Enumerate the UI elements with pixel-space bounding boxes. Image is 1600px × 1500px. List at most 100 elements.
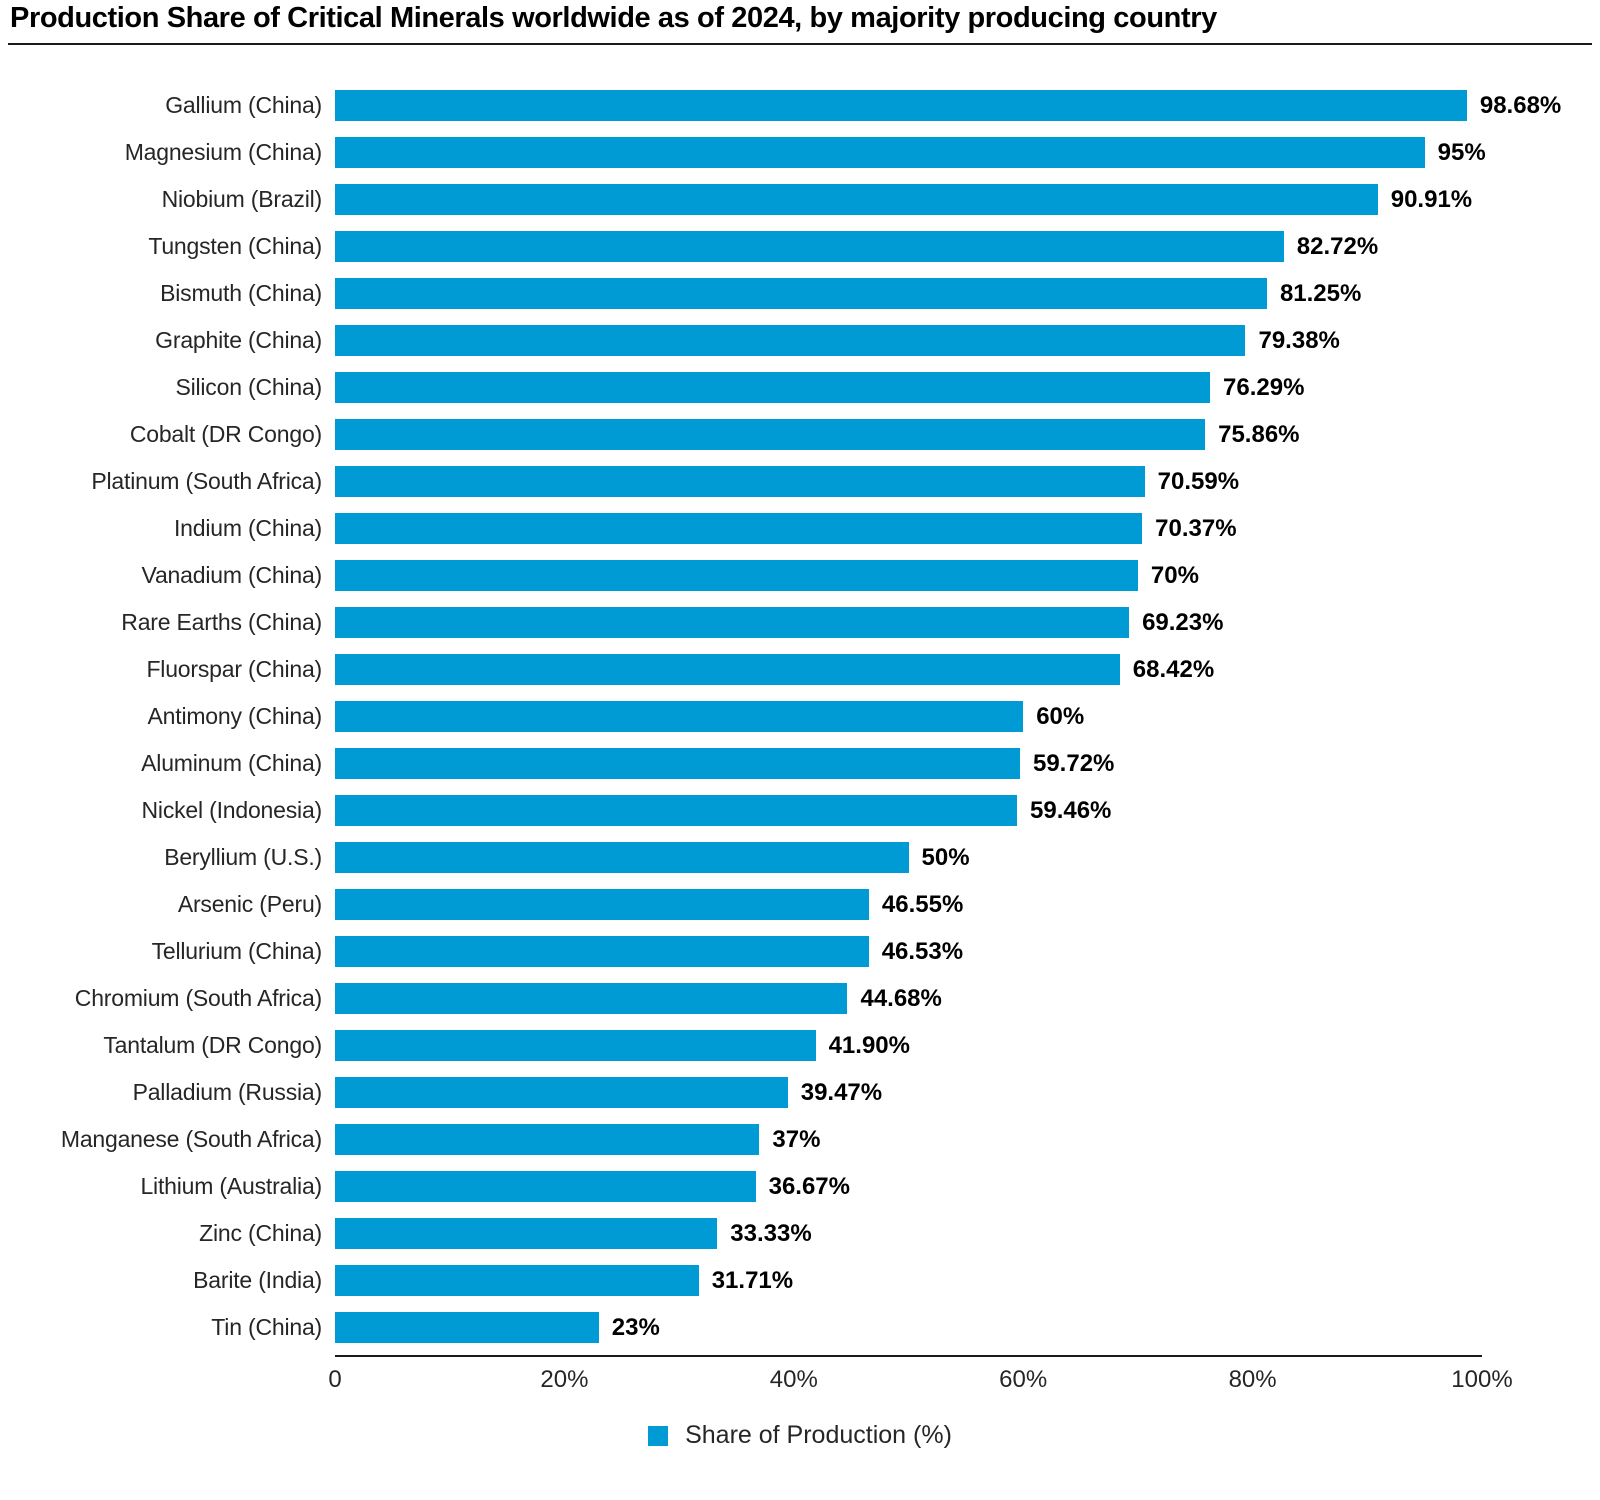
chart-row: Rare Earths (China) 69.23% — [0, 607, 1600, 638]
row-label: Fluorspar (China) — [146, 656, 322, 682]
row-label: Tellurium (China) — [151, 938, 323, 964]
chart-row: Arsenic (Peru) 46.55% — [0, 889, 1600, 920]
value-label: 39.47% — [800, 1079, 883, 1106]
chart-row: Niobium (Brazil) 90.91% — [0, 184, 1600, 215]
value-label: 81.25% — [1279, 280, 1362, 307]
row-label: Manganese (South Africa) — [60, 1126, 322, 1152]
chart-row: Lithium (Australia) 36.67% — [0, 1171, 1600, 1202]
value-label: 76.29% — [1223, 374, 1305, 401]
bar — [335, 1030, 816, 1061]
chart-row: Antimony (China) 60% — [0, 701, 1600, 732]
chart-row: Fluorspar (China) 68.42% — [0, 654, 1600, 685]
row-label: Zinc (China) — [199, 1220, 322, 1246]
x-tick-label: 40% — [769, 1366, 818, 1393]
bar — [335, 90, 1467, 121]
row-label: Silicon (China) — [175, 374, 322, 400]
row-label: Lithium (Australia) — [140, 1173, 322, 1199]
x-tick-label: 80% — [1228, 1366, 1277, 1393]
chart-title: Production Share of Critical Minerals wo… — [10, 2, 1217, 34]
row-label: Tungsten (China) — [148, 233, 322, 259]
bar — [335, 137, 1425, 168]
bar — [335, 795, 1017, 826]
bar — [335, 1171, 756, 1202]
value-label: 79.38% — [1258, 327, 1340, 354]
row-label: Indium (China) — [173, 515, 322, 541]
bar — [335, 654, 1120, 685]
chart-row: Tellurium (China) 46.53% — [0, 936, 1600, 967]
row-label: Antimony (China) — [147, 703, 323, 729]
chart-row: Manganese (South Africa) 37% — [0, 1124, 1600, 1155]
value-label: 95% — [1437, 139, 1486, 166]
value-label: 82.72% — [1296, 233, 1379, 260]
value-label: 31.71% — [711, 1267, 794, 1294]
row-label: Rare Earths (China) — [121, 609, 322, 635]
row-label: Graphite (China) — [155, 327, 322, 353]
value-label: 90.91% — [1390, 186, 1473, 213]
value-label: 70.37% — [1155, 515, 1237, 542]
row-label: Arsenic (Peru) — [177, 891, 322, 917]
chart-row: Beryllium (U.S.) 50% — [0, 842, 1600, 873]
row-label: Chromium (South Africa) — [74, 985, 322, 1011]
value-label: 33.33% — [730, 1220, 812, 1247]
bar — [335, 983, 848, 1014]
row-label: Vanadium (China) — [141, 562, 323, 588]
bar — [335, 842, 909, 873]
x-tick-label: 100% — [1451, 1366, 1513, 1393]
x-tick-label: 0 — [328, 1366, 342, 1393]
value-label: 75.86% — [1218, 421, 1300, 448]
value-label: 50% — [921, 844, 970, 871]
x-tick-label: 20% — [540, 1366, 589, 1393]
value-label: 46.55% — [881, 891, 964, 918]
row-label: Gallium (China) — [165, 92, 322, 118]
chart-row: Tungsten (China) 82.72% — [0, 231, 1600, 262]
legend-label: Share of Production (%) — [685, 1421, 952, 1449]
row-label: Platinum (South Africa) — [91, 468, 322, 494]
bar — [335, 1124, 760, 1155]
chart-row: Tantalum (DR Congo) 41.90% — [0, 1030, 1600, 1061]
title-separator — [8, 43, 1592, 45]
value-label: 60% — [1036, 703, 1085, 730]
bar — [335, 748, 1020, 779]
x-tick-label: 60% — [999, 1366, 1048, 1393]
chart-row: Aluminum (China) 59.72% — [0, 748, 1600, 779]
chart-row: Nickel (Indonesia) 59.46% — [0, 795, 1600, 826]
legend-swatch-icon — [648, 1425, 669, 1446]
row-label: Cobalt (DR Congo) — [129, 421, 322, 447]
row-label: Niobium (Brazil) — [161, 186, 323, 212]
value-label: 37% — [772, 1126, 821, 1153]
row-label: Tantalum (DR Congo) — [103, 1032, 322, 1058]
value-label: 36.67% — [768, 1173, 850, 1200]
row-label: Bismuth (China) — [160, 280, 322, 306]
bar — [335, 560, 1138, 591]
chart-row: Tin (China) 23% — [0, 1312, 1600, 1343]
chart-row: Indium (China) 70.37% — [0, 513, 1600, 544]
bar — [335, 466, 1145, 497]
legend: Share of Production (%) — [0, 1421, 1600, 1450]
row-label: Magnesium (China) — [124, 139, 322, 165]
x-axis-ticks: 0 20% 40% 60% 80% 100% — [0, 1366, 1600, 1396]
chart-row: Chromium (South Africa) 44.68% — [0, 983, 1600, 1014]
chart-row: Vanadium (China) 70% — [0, 560, 1600, 591]
row-label: Tin (China) — [211, 1314, 322, 1340]
row-label: Beryllium (U.S.) — [164, 844, 322, 870]
chart-row: Bismuth (China) 81.25% — [0, 278, 1600, 309]
chart-row: Magnesium (China) 95% — [0, 137, 1600, 168]
chart-row: Zinc (China) 33.33% — [0, 1218, 1600, 1249]
bar — [335, 889, 869, 920]
value-label: 59.46% — [1030, 797, 1112, 824]
value-label: 69.23% — [1142, 609, 1224, 636]
value-label: 44.68% — [860, 985, 942, 1012]
bar — [335, 701, 1024, 732]
chart-row: Gallium (China) 98.68% — [0, 90, 1600, 121]
row-label: Barite (India) — [193, 1267, 322, 1293]
row-label: Palladium (Russia) — [132, 1079, 323, 1105]
row-label: Aluminum (China) — [141, 750, 322, 776]
bar — [335, 278, 1267, 309]
bar — [335, 936, 869, 967]
value-label: 23% — [611, 1314, 660, 1341]
x-axis-line — [335, 1355, 1482, 1357]
chart-row: Cobalt (DR Congo) 75.86% — [0, 419, 1600, 450]
bar — [335, 372, 1211, 403]
value-label: 59.72% — [1032, 750, 1115, 777]
bar — [335, 607, 1130, 638]
